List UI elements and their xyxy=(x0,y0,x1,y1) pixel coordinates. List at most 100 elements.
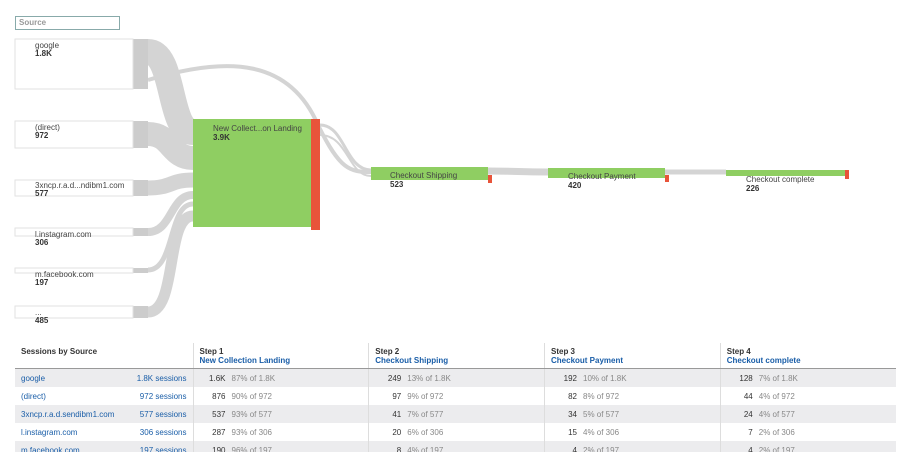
step-cell: 1.6K 87% of 1.8K xyxy=(192,368,369,387)
count: 876 xyxy=(212,391,226,401)
source-link[interactable]: m.facebook.com xyxy=(21,445,80,452)
sessions-link[interactable]: 197 sessions xyxy=(139,445,187,452)
source-value: 1.8K xyxy=(35,49,52,58)
percent: 96% of 197 xyxy=(231,445,272,452)
source-value: 972 xyxy=(35,131,49,140)
count: 4 xyxy=(572,445,577,452)
source-node xyxy=(14,305,134,319)
step-label: Checkout Payment xyxy=(568,172,636,181)
step-cell: 24 4% of 577 xyxy=(719,405,896,423)
step-number: Step 2 xyxy=(375,347,400,356)
source-value: 485 xyxy=(35,316,49,325)
step-value: 226 xyxy=(746,184,760,193)
table-row: 3xncp.r.a.d.sendibm1.com 577 sessions 537 9… xyxy=(15,405,896,423)
table-row: l.instagram.com 306 sessions 287 93% of 306… xyxy=(15,423,896,441)
step-cell: 287 93% of 306 xyxy=(192,423,369,441)
table-row: google 1.8K sessions 1.6K 87% of 1.8K 249 13%… xyxy=(15,368,896,387)
table-row: m.facebook.com 197 sessions 190 96% of 197 8… xyxy=(15,441,896,452)
count: 190 xyxy=(212,445,226,452)
source-bar xyxy=(133,180,148,196)
flow xyxy=(146,210,195,318)
flow xyxy=(319,123,372,172)
dropoff xyxy=(665,175,669,182)
percent: 9% of 972 xyxy=(407,391,444,401)
percent: 4% of 306 xyxy=(583,427,620,437)
source-link[interactable]: 3xncp.r.a.d.sendibm1.com xyxy=(21,409,115,419)
flow xyxy=(147,191,194,236)
sessions-link[interactable]: 1.8K sessions xyxy=(136,373,187,383)
source-label: (direct) xyxy=(35,123,60,132)
percent: 93% of 306 xyxy=(231,427,272,437)
count: 82 xyxy=(568,391,577,401)
step-label: New Collect...on Landing xyxy=(213,124,302,133)
step-value: 3.9K xyxy=(213,133,230,142)
step-block xyxy=(193,119,311,227)
sessions-link[interactable]: 577 sessions xyxy=(139,409,187,419)
flow xyxy=(147,172,194,196)
header-cell: Sessions by Source xyxy=(15,343,193,369)
step-cell: 537 93% of 577 xyxy=(192,405,369,423)
sessions-link[interactable]: 306 sessions xyxy=(139,427,187,437)
percent: 10% of 1.8K xyxy=(583,373,627,383)
percent: 6% of 306 xyxy=(407,427,444,437)
flow xyxy=(144,39,197,145)
flow xyxy=(319,134,372,177)
source-node xyxy=(14,179,134,197)
percent: 8% of 972 xyxy=(583,391,620,401)
table-header: Sessions by Source Step 1 New Collection L… xyxy=(15,343,896,369)
source-bar xyxy=(133,268,148,273)
source-value: 197 xyxy=(35,278,49,287)
percent: 2% of 197 xyxy=(758,445,795,452)
percent: 87% of 1.8K xyxy=(231,373,276,383)
source-label: google xyxy=(35,41,60,50)
step-number: Step 1 xyxy=(199,347,224,356)
source-selector[interactable]: Source xyxy=(15,16,120,30)
step-cell: 249 13% of 1.8K xyxy=(368,368,545,387)
source-link[interactable]: l.instagram.com xyxy=(21,427,78,437)
count: 97 xyxy=(392,391,402,401)
percent: 13% of 1.8K xyxy=(407,373,451,383)
flow xyxy=(487,167,549,176)
source-cell: l.instagram.com 306 sessions xyxy=(15,423,193,441)
step-name: Checkout complete xyxy=(726,356,801,365)
step-name: Checkout Payment xyxy=(551,356,624,365)
source-link[interactable]: (direct) xyxy=(21,391,46,401)
percent: 4% of 577 xyxy=(758,409,795,419)
table-row: (direct) 972 sessions 876 90% of 972 97 9% of… xyxy=(15,387,896,405)
source-cell: m.facebook.com 197 sessions xyxy=(15,441,193,452)
source-link[interactable]: google xyxy=(21,373,46,383)
count: 192 xyxy=(563,373,577,383)
step-name: New Collection Landing xyxy=(199,356,291,365)
step-cell: 128 7% of 1.8K xyxy=(719,368,896,387)
percent: 93% of 577 xyxy=(231,409,272,419)
step-block xyxy=(726,170,845,176)
count: 44 xyxy=(743,391,753,401)
flow xyxy=(146,122,195,170)
header-cell: Step 3 Checkout Payment xyxy=(544,343,721,369)
source-node xyxy=(14,227,134,237)
step-cell: 82 8% of 972 xyxy=(544,387,721,405)
step-number: Step 3 xyxy=(551,347,576,356)
step-value: 420 xyxy=(568,181,582,190)
step-blocks xyxy=(193,119,849,230)
step-cell: 7 2% of 306 xyxy=(719,423,896,441)
step-cell: 20 6% of 306 xyxy=(368,423,545,441)
step-cell: 44 4% of 972 xyxy=(719,387,896,405)
header-cell: Step 1 New Collection Landing xyxy=(192,343,369,369)
count: 20 xyxy=(392,427,402,437)
source-bar xyxy=(133,306,148,318)
count: 128 xyxy=(739,373,753,383)
count: 1.6K xyxy=(209,373,226,383)
sessions-table: Sessions by Source Step 1 New Collection L… xyxy=(15,343,896,452)
step-cell: 4 2% of 197 xyxy=(544,441,721,452)
table-body: google 1.8K sessions 1.6K 87% of 1.8K 249 13%… xyxy=(15,368,896,452)
step-cell: 4 2% of 197 xyxy=(719,441,896,452)
dropoff xyxy=(311,119,320,230)
step-cell: 34 5% of 577 xyxy=(544,405,721,423)
source-bar xyxy=(133,228,148,236)
count: 249 xyxy=(387,373,402,383)
sessions-link[interactable]: 972 sessions xyxy=(139,391,187,401)
source-label: ... xyxy=(35,308,42,317)
